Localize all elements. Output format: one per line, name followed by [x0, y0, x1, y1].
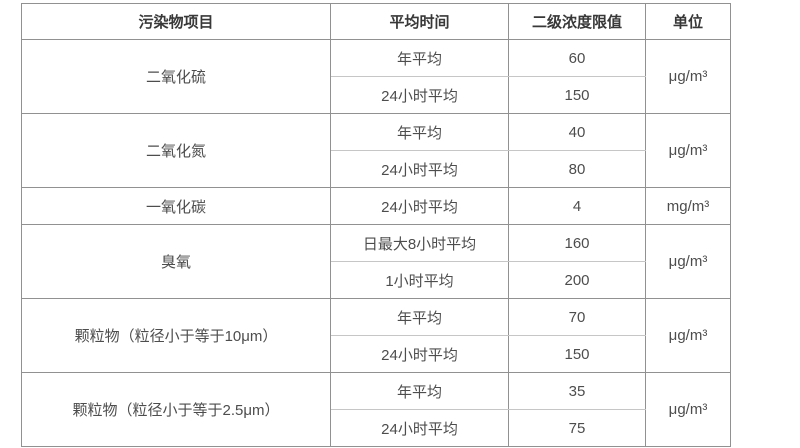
avg-time-cell: 24小时平均: [330, 335, 509, 373]
header-row: 污染物项目 平均时间 二级浓度限值 单位: [21, 3, 731, 40]
limit-cell: 4: [508, 187, 646, 225]
pollutant-cell: 二氧化硫: [21, 39, 331, 114]
limit-cell: 75: [508, 409, 646, 447]
limit-cell: 35: [508, 372, 646, 410]
pollutant-cell: 颗粒物（粒径小于等于10μm）: [21, 298, 331, 373]
unit-cell: μg/m³: [645, 224, 731, 299]
avg-time-cell: 24小时平均: [330, 150, 509, 188]
unit-cell: μg/m³: [645, 372, 731, 447]
limit-cell: 60: [508, 39, 646, 77]
table-row: 24小时平均 75: [22, 409, 731, 447]
table-row: 颗粒物（粒径小于等于10μm） 年平均 70 μg/m³: [21, 298, 731, 373]
table-row: 二氧化氮 年平均 40 μg/m³: [21, 113, 731, 188]
avg-time-cell: 24小时平均: [330, 409, 509, 447]
limit-cell: 40: [508, 113, 646, 151]
unit-cell: μg/m³: [645, 39, 731, 114]
table-row: 臭氧 日最大8小时平均 160 μg/m³: [21, 224, 731, 299]
avg-time-cell: 24小时平均: [330, 187, 509, 225]
limit-cell: 70: [508, 298, 646, 336]
col-header-unit: 单位: [645, 3, 731, 40]
pollutant-cell: 臭氧: [21, 224, 331, 299]
col-header-pollutant: 污染物项目: [21, 3, 331, 40]
avg-time-cell: 日最大8小时平均: [330, 224, 509, 262]
limit-cell: 150: [508, 335, 646, 373]
unit-cell: μg/m³: [645, 113, 731, 188]
col-header-avg-time: 平均时间: [330, 3, 509, 40]
avg-time-cell: 24小时平均: [330, 76, 509, 114]
avg-time-cell: 年平均: [330, 372, 509, 410]
pollutant-cell: 一氧化碳: [21, 187, 331, 225]
table-row: 一氧化碳 24小时平均 4 mg/m³: [21, 187, 731, 225]
unit-cell: μg/m³: [645, 298, 731, 373]
avg-time-cell: 年平均: [330, 113, 509, 151]
unit-cell: mg/m³: [645, 187, 731, 225]
air-quality-limits-table: 污染物项目 平均时间 二级浓度限值 单位 二氧化硫 年平均 60 μg/m³ 2…: [21, 3, 731, 447]
avg-time-cell: 1小时平均: [330, 261, 509, 299]
table-row: 颗粒物（粒径小于等于2.5μm） 年平均 35 μg/m³: [21, 372, 731, 447]
table-row: 24小时平均 150: [22, 335, 731, 373]
limit-cell: 80: [508, 150, 646, 188]
table-row: 二氧化硫 年平均 60 μg/m³: [21, 39, 731, 114]
table-row: 24小时平均 150: [22, 76, 731, 114]
pollutant-cell: 二氧化氮: [21, 113, 331, 188]
limit-cell: 150: [508, 76, 646, 114]
pollutant-cell: 颗粒物（粒径小于等于2.5μm）: [21, 372, 331, 447]
limit-cell: 200: [508, 261, 646, 299]
avg-time-cell: 年平均: [330, 39, 509, 77]
table-row: 1小时平均 200: [22, 261, 731, 299]
table-row: 24小时平均 80: [22, 150, 731, 188]
avg-time-cell: 年平均: [330, 298, 509, 336]
limit-cell: 160: [508, 224, 646, 262]
col-header-limit: 二级浓度限值: [508, 3, 646, 40]
